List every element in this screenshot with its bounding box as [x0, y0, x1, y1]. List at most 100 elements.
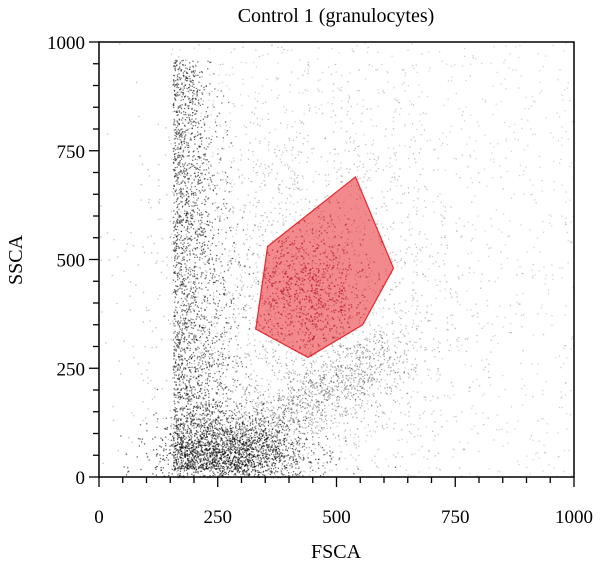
data-point: [193, 334, 195, 336]
data-point: [178, 234, 180, 236]
data-point: [185, 442, 187, 444]
data-point: [300, 438, 302, 440]
data-point: [313, 418, 316, 420]
data-point: [176, 235, 179, 237]
data-point: [292, 420, 294, 422]
data-point: [243, 441, 245, 443]
data-point: [177, 459, 180, 461]
data-point: [190, 439, 192, 441]
data-point: [259, 449, 261, 451]
data-point: [222, 277, 224, 279]
data-point: [221, 426, 223, 429]
data-point: [278, 407, 280, 409]
data-point: [339, 413, 341, 415]
data-point: [206, 409, 208, 411]
data-point: [198, 133, 200, 135]
data-point: [178, 417, 180, 420]
data-point: [226, 368, 228, 371]
data-point: [297, 473, 299, 476]
data-point: [255, 417, 257, 419]
data-point: [184, 204, 186, 206]
data-point: [382, 346, 384, 348]
data-point: [212, 461, 214, 464]
data-point: [260, 409, 262, 412]
data-point: [174, 68, 176, 70]
data-point: [165, 436, 167, 438]
data-point: [179, 367, 181, 369]
data-point: [335, 385, 337, 387]
data-point: [177, 213, 179, 215]
data-point: [186, 347, 188, 349]
data-point: [221, 453, 223, 455]
data-point: [278, 423, 280, 425]
data-point: [181, 413, 183, 415]
data-point: [218, 457, 220, 460]
data-point: [179, 398, 181, 400]
data-point: [208, 331, 210, 333]
data-point: [237, 447, 239, 449]
data-point: [192, 445, 195, 447]
data-point: [197, 418, 200, 420]
data-point: [261, 452, 263, 455]
data-point: [259, 437, 261, 439]
data-point: [201, 92, 203, 94]
data-point: [322, 465, 324, 467]
data-point: [328, 356, 330, 358]
data-point: [178, 339, 180, 341]
data-point: [216, 459, 218, 461]
data-point: [195, 168, 197, 170]
data-point: [311, 420, 313, 423]
data-point: [179, 394, 181, 396]
data-point: [185, 194, 187, 196]
data-point: [394, 359, 396, 361]
data-point: [230, 470, 233, 472]
data-point: [274, 413, 276, 415]
data-point: [291, 448, 293, 450]
data-point: [285, 439, 288, 441]
data-point: [234, 321, 236, 323]
data-point: [189, 378, 191, 380]
data-point: [262, 457, 264, 459]
data-point: [260, 472, 262, 474]
data-point: [174, 266, 177, 268]
data-point: [282, 417, 284, 419]
data-point: [228, 440, 231, 442]
data-point: [216, 379, 218, 381]
data-point: [265, 452, 267, 454]
data-point: [211, 412, 213, 414]
data-point: [222, 364, 224, 366]
data-point: [228, 438, 230, 440]
data-point: [259, 435, 261, 438]
data-point: [222, 283, 225, 285]
data-point: [203, 232, 205, 234]
data-point: [269, 473, 272, 476]
data-point: [288, 376, 290, 378]
data-point: [182, 151, 184, 153]
data-point: [320, 414, 322, 416]
data-point: [243, 309, 245, 311]
data-point: [299, 432, 301, 434]
data-point: [180, 432, 182, 434]
data-point: [173, 372, 175, 374]
data-point: [222, 443, 224, 446]
data-point: [228, 446, 230, 448]
data-point: [265, 440, 267, 442]
data-point: [187, 398, 189, 400]
data-point: [191, 163, 193, 165]
data-point: [287, 434, 289, 436]
data-point: [323, 375, 326, 378]
data-point: [196, 242, 198, 244]
data-point: [207, 457, 209, 460]
data-point: [278, 457, 281, 460]
data-point: [179, 61, 182, 64]
data-point: [226, 176, 229, 178]
data-point: [173, 230, 175, 232]
data-point: [179, 89, 181, 91]
data-point: [279, 430, 281, 432]
data-point: [189, 320, 191, 322]
data-point: [281, 426, 283, 428]
data-point: [344, 388, 347, 390]
data-point: [262, 430, 264, 433]
data-point: [189, 139, 191, 141]
data-point: [204, 326, 206, 329]
